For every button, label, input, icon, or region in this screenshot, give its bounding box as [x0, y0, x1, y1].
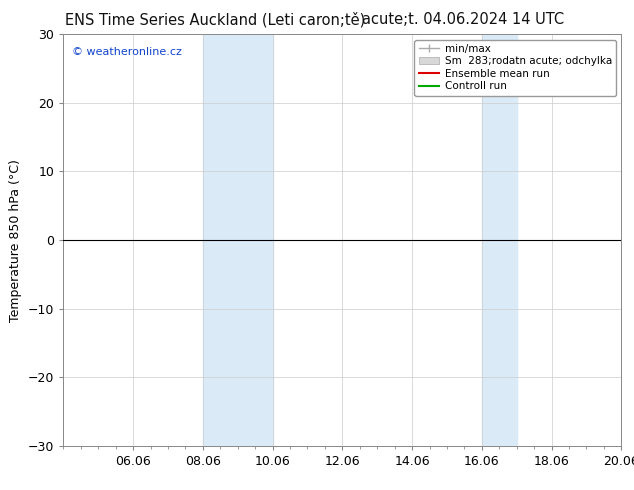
Bar [203, 34, 273, 446]
Y-axis label: Temperature 850 hPa (°C): Temperature 850 hPa (°C) [10, 159, 22, 321]
Text: © weatheronline.cz: © weatheronline.cz [72, 47, 182, 57]
Legend: min/max, Sm  283;rodatn acute; odchylka, Ensemble mean run, Controll run: min/max, Sm 283;rodatn acute; odchylka, … [415, 40, 616, 96]
Text: acute;t. 04.06.2024 14 UTC: acute;t. 04.06.2024 14 UTC [362, 12, 564, 27]
Text: ENS Time Series Auckland (Leti caron;tě): ENS Time Series Auckland (Leti caron;tě) [65, 12, 366, 28]
Bar [482, 34, 517, 446]
